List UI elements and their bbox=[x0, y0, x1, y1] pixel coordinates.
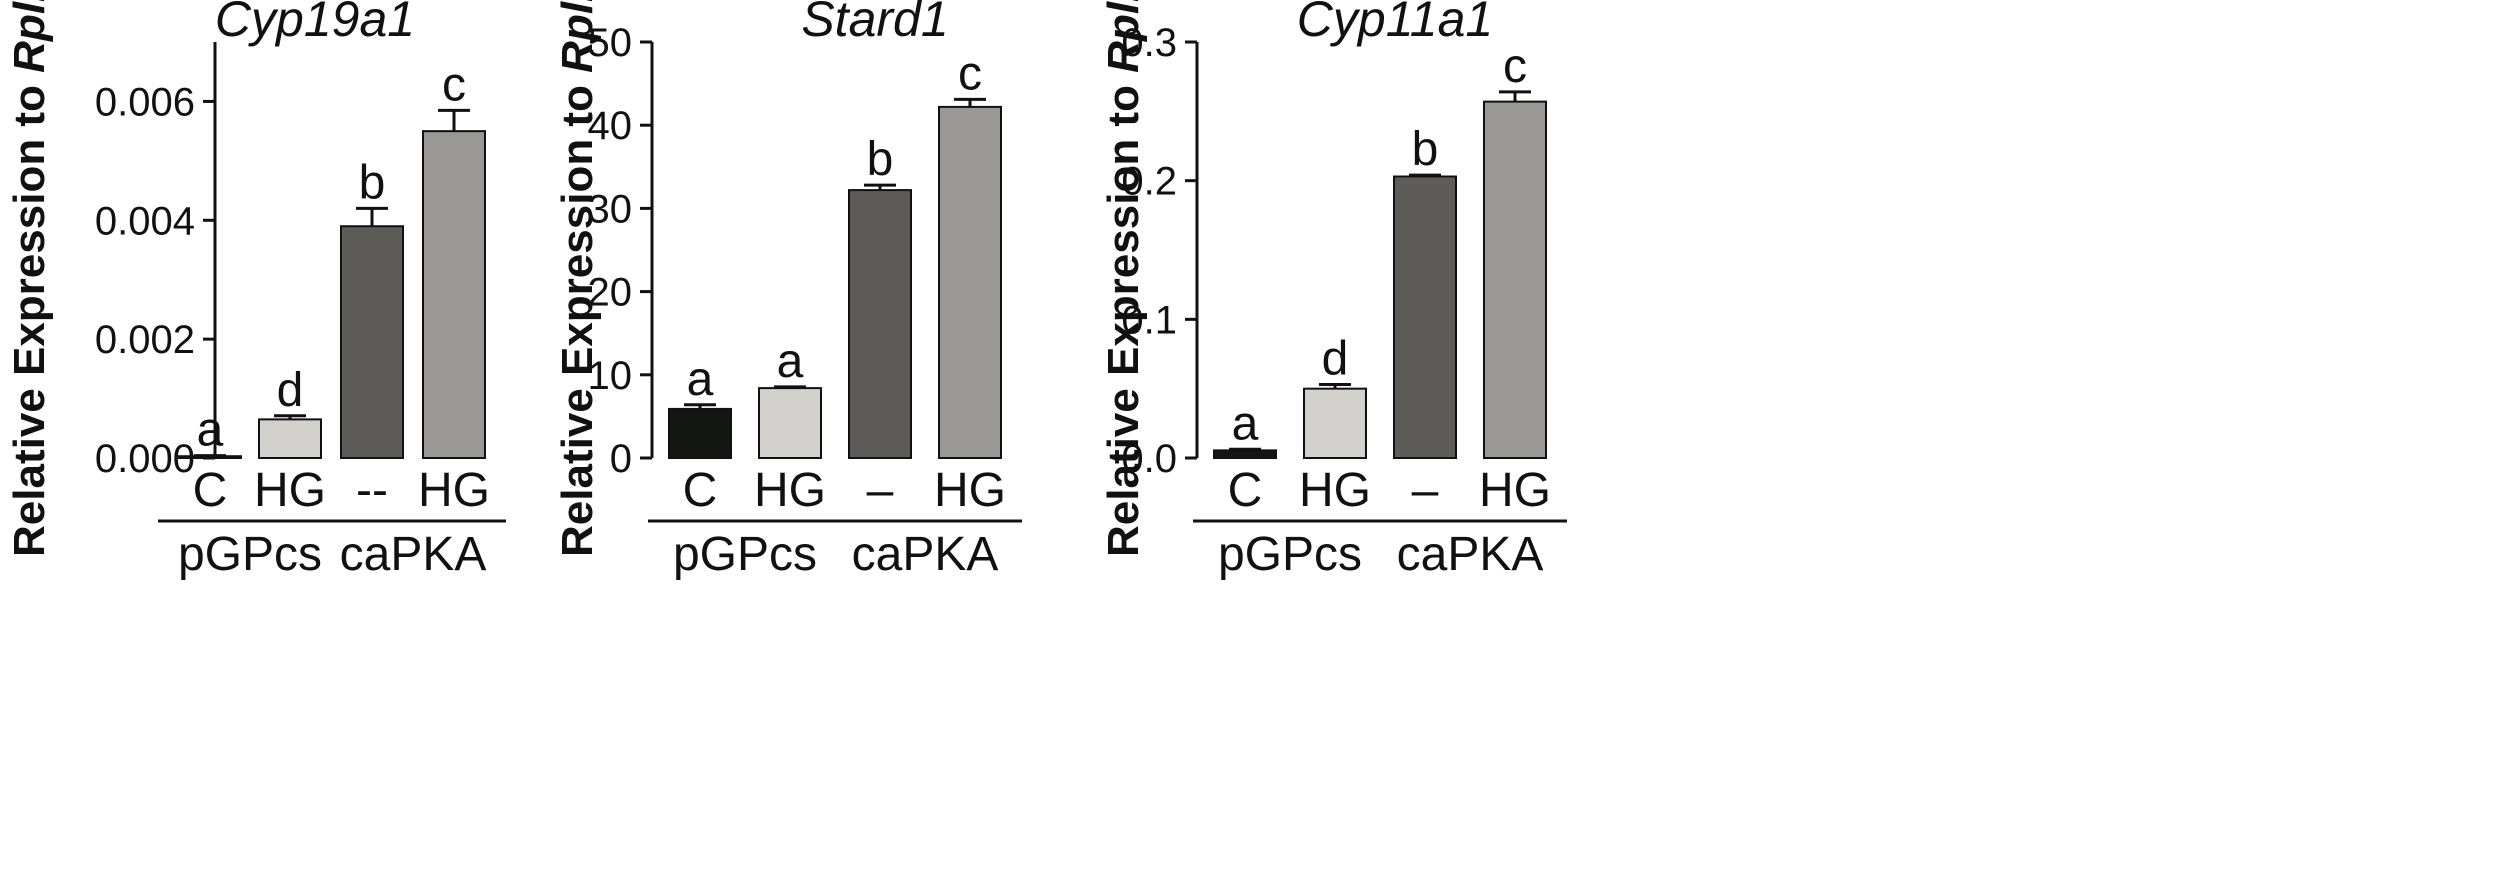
group-label: pGPcs bbox=[673, 528, 817, 581]
y-axis-label: Relative Expression to Rpl19 bbox=[5, 0, 54, 557]
significance-label: b bbox=[359, 156, 386, 209]
y-tick-label: 50 bbox=[588, 21, 633, 65]
y-axis-label-gene: Rpl19 bbox=[5, 0, 54, 73]
significance-label: a bbox=[687, 353, 714, 406]
x-tick-label: HG bbox=[1479, 464, 1551, 517]
y-tick-label: 0.002 bbox=[95, 318, 195, 362]
y-tick-label: 0.1 bbox=[1121, 298, 1177, 342]
group-label: pGPcs bbox=[1218, 528, 1362, 581]
y-tick-label: 0.004 bbox=[95, 199, 195, 243]
chart-panel-1: Cyp19a1 Relative Expression to Rpl19 0.000… bbox=[5, 0, 506, 581]
y-axis-label-gene: Rpl19 bbox=[1099, 0, 1148, 73]
y-axis-label-text: Relative Expression to bbox=[1099, 73, 1148, 557]
bar bbox=[422, 130, 486, 459]
x-tick-label: HG bbox=[418, 464, 490, 517]
significance-label: c bbox=[442, 58, 466, 111]
bar bbox=[758, 387, 822, 459]
group-label: caPKA bbox=[1397, 528, 1544, 581]
bar bbox=[1303, 387, 1367, 459]
group-label: caPKA bbox=[852, 528, 999, 581]
chart-title: Cyp19a1 bbox=[215, 0, 415, 47]
bar bbox=[1483, 100, 1547, 459]
x-tick-label: HG bbox=[934, 464, 1006, 517]
x-tick-label: C bbox=[683, 464, 718, 517]
x-tick-label: – bbox=[1412, 464, 1439, 517]
y-tick-label: 0.2 bbox=[1121, 160, 1177, 204]
chart-title: Stard1 bbox=[801, 0, 948, 47]
significance-label: c bbox=[958, 47, 982, 100]
bar bbox=[340, 225, 404, 459]
y-axis-label-text: Relative Expression to bbox=[553, 73, 602, 557]
y-tick-label: 0.3 bbox=[1121, 21, 1177, 65]
y-axis-label: Relative Expression to Rpl19 bbox=[1099, 0, 1148, 557]
y-axis-label: Relative Expression to Rpl19 bbox=[553, 0, 602, 557]
y-tick-label: 0.0 bbox=[1121, 437, 1177, 481]
significance-label: b bbox=[867, 133, 894, 186]
y-tick-label: 20 bbox=[588, 271, 633, 315]
group-label: pGPcs bbox=[178, 528, 322, 581]
y-tick-label: 10 bbox=[588, 354, 633, 398]
x-tick-label: HG bbox=[754, 464, 826, 517]
significance-label: d bbox=[277, 364, 304, 417]
y-tick-label: 0 bbox=[610, 437, 632, 481]
significance-label: a bbox=[1232, 397, 1259, 450]
y-axis-label-text: Relative Expression to bbox=[5, 73, 54, 557]
bar bbox=[848, 189, 912, 459]
bar bbox=[668, 407, 732, 459]
bar bbox=[258, 418, 322, 459]
x-tick-label: HG bbox=[1299, 464, 1371, 517]
y-tick-label: 0.000 bbox=[95, 437, 195, 481]
y-tick-label: 30 bbox=[588, 187, 633, 231]
significance-label: a bbox=[777, 335, 804, 388]
significance-label: c bbox=[1503, 40, 1527, 93]
x-tick-label: -- bbox=[356, 464, 388, 517]
chart-title: Cyp11a1 bbox=[1297, 0, 1493, 47]
group-label: caPKA bbox=[340, 528, 487, 581]
y-axis-label-gene: Rpl19 bbox=[553, 0, 602, 73]
x-tick-label: – bbox=[867, 464, 894, 517]
bar bbox=[938, 105, 1002, 459]
bar bbox=[1213, 449, 1277, 459]
y-tick-label: 40 bbox=[588, 104, 633, 148]
x-tick-label: C bbox=[1228, 464, 1263, 517]
significance-label: b bbox=[1412, 123, 1439, 176]
x-tick-label: HG bbox=[254, 464, 326, 517]
y-tick-label: 0.006 bbox=[95, 80, 195, 124]
x-tick-label: C bbox=[193, 464, 228, 517]
bar bbox=[1393, 175, 1457, 460]
significance-label: a bbox=[197, 404, 224, 457]
significance-label: d bbox=[1322, 333, 1349, 386]
